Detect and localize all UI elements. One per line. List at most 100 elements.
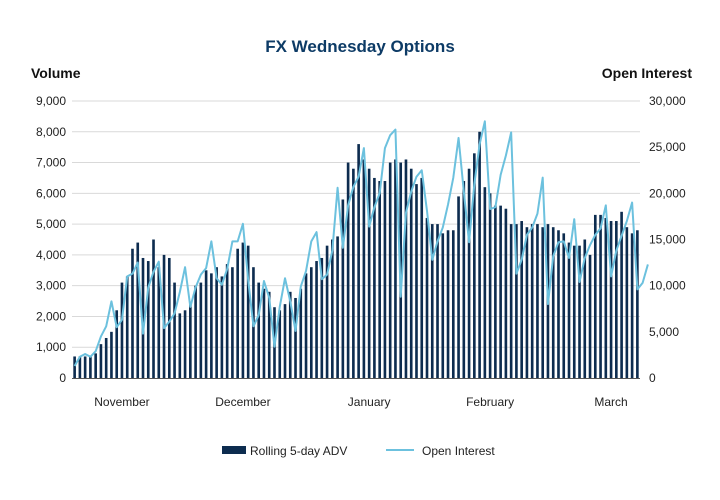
- adv-bar: [89, 356, 92, 378]
- adv-bar: [220, 276, 224, 378]
- adv-bar: [593, 214, 597, 378]
- right-axis-title: Open Interest: [602, 65, 693, 81]
- adv-bar: [83, 356, 87, 378]
- adv-bar: [483, 187, 487, 378]
- adv-bar: [420, 177, 424, 378]
- month-label: March: [594, 395, 627, 409]
- adv-bar: [262, 288, 266, 378]
- adv-bar: [615, 221, 618, 378]
- adv-bar: [278, 310, 282, 378]
- left-axis-ticks: 0 1,000 2,000 3,000 4,000 5,000 6,000 7,000 8,00…: [36, 94, 66, 385]
- open-interest-line: [73, 120, 649, 367]
- adv-bar: [294, 297, 297, 378]
- adv-bar: [136, 242, 140, 378]
- legend-swatch-adv: [222, 446, 246, 454]
- adv-bar: [462, 181, 466, 378]
- adv-bar: [362, 159, 366, 378]
- adv-bar: [373, 177, 376, 378]
- adv-bar: [504, 208, 508, 378]
- adv-bar: [357, 144, 360, 378]
- adv-bar: [499, 205, 502, 378]
- adv-bar: [562, 233, 566, 378]
- adv-bar: [283, 304, 287, 378]
- right-axis-ticks: 0 5,000 10,000 15,000 20,000 25,000 30,000: [649, 94, 686, 385]
- adv-bar: [110, 331, 113, 378]
- adv-bar: [383, 181, 387, 378]
- adv-bar: [210, 273, 213, 378]
- adv-bar: [409, 168, 413, 378]
- adv-bar: [309, 267, 313, 378]
- adv-bar: [115, 310, 119, 378]
- adv-bar: [215, 267, 218, 378]
- adv-bar: [567, 242, 571, 378]
- x-axis-month-labels: November December January February March: [94, 395, 627, 409]
- adv-bar: [436, 224, 439, 378]
- adv-bar: [178, 313, 182, 378]
- adv-bar: [599, 214, 602, 378]
- adv-bar: [146, 261, 150, 378]
- open-interest-line-group: [73, 120, 649, 367]
- adv-bar: [404, 159, 408, 378]
- chart-title: FX Wednesday Options: [265, 37, 455, 56]
- adv-bar: [346, 162, 350, 378]
- adv-bar: [236, 248, 239, 378]
- adv-bar: [467, 168, 471, 378]
- adv-bar: [246, 245, 250, 378]
- right-tick-label: 15,000: [649, 233, 686, 247]
- left-tick-label: 2,000: [36, 309, 66, 323]
- right-tick-label: 30,000: [649, 94, 686, 108]
- adv-bar: [515, 224, 518, 378]
- adv-bar: [525, 227, 529, 378]
- adv-bar: [536, 224, 539, 378]
- left-axis-title: Volume: [31, 65, 81, 81]
- right-tick-label: 25,000: [649, 140, 686, 154]
- adv-bar: [394, 159, 397, 378]
- adv-bar: [520, 221, 523, 378]
- adv-bar: [551, 227, 555, 378]
- adv-bar: [183, 310, 187, 378]
- month-label: November: [94, 395, 149, 409]
- month-label: February: [466, 395, 514, 409]
- adv-bar: [620, 211, 623, 378]
- left-tick-label: 1,000: [36, 340, 66, 354]
- adv-bar: [104, 337, 108, 378]
- adv-bar: [204, 270, 208, 378]
- adv-bar: [231, 267, 234, 378]
- left-tick-label: 5,000: [36, 217, 66, 231]
- adv-bar: [157, 267, 161, 378]
- adv-bar: [152, 239, 155, 378]
- right-tick-label: 5,000: [649, 325, 679, 339]
- adv-bar: [583, 239, 587, 378]
- adv-bar: [609, 221, 613, 378]
- adv-bar: [189, 304, 192, 378]
- adv-bar: [194, 285, 197, 378]
- adv-bar: [572, 245, 576, 378]
- adv-bar: [125, 276, 129, 378]
- adv-bar: [99, 344, 103, 378]
- left-tick-label: 0: [59, 371, 66, 385]
- adv-bar: [378, 181, 381, 378]
- adv-bar: [636, 230, 639, 378]
- adv-bar: [341, 199, 345, 378]
- right-tick-label: 10,000: [649, 279, 686, 293]
- adv-bar: [446, 230, 450, 378]
- adv-bar: [430, 224, 434, 378]
- adv-bar: [530, 224, 534, 378]
- left-tick-label: 8,000: [36, 125, 66, 139]
- adv-bar: [173, 282, 176, 378]
- adv-bar: [367, 168, 371, 378]
- adv-bar: [478, 131, 481, 378]
- left-tick-label: 9,000: [36, 94, 66, 108]
- adv-bars: [73, 131, 639, 378]
- adv-bar: [131, 248, 134, 378]
- adv-bar: [336, 236, 339, 378]
- left-tick-label: 6,000: [36, 186, 66, 200]
- adv-bar: [299, 288, 303, 378]
- adv-bar: [509, 224, 513, 378]
- adv-bar: [320, 257, 324, 378]
- adv-bar: [141, 257, 145, 378]
- adv-bar: [488, 193, 492, 378]
- adv-bar: [451, 230, 455, 378]
- right-tick-label: 0: [649, 371, 656, 385]
- adv-bar: [167, 257, 171, 378]
